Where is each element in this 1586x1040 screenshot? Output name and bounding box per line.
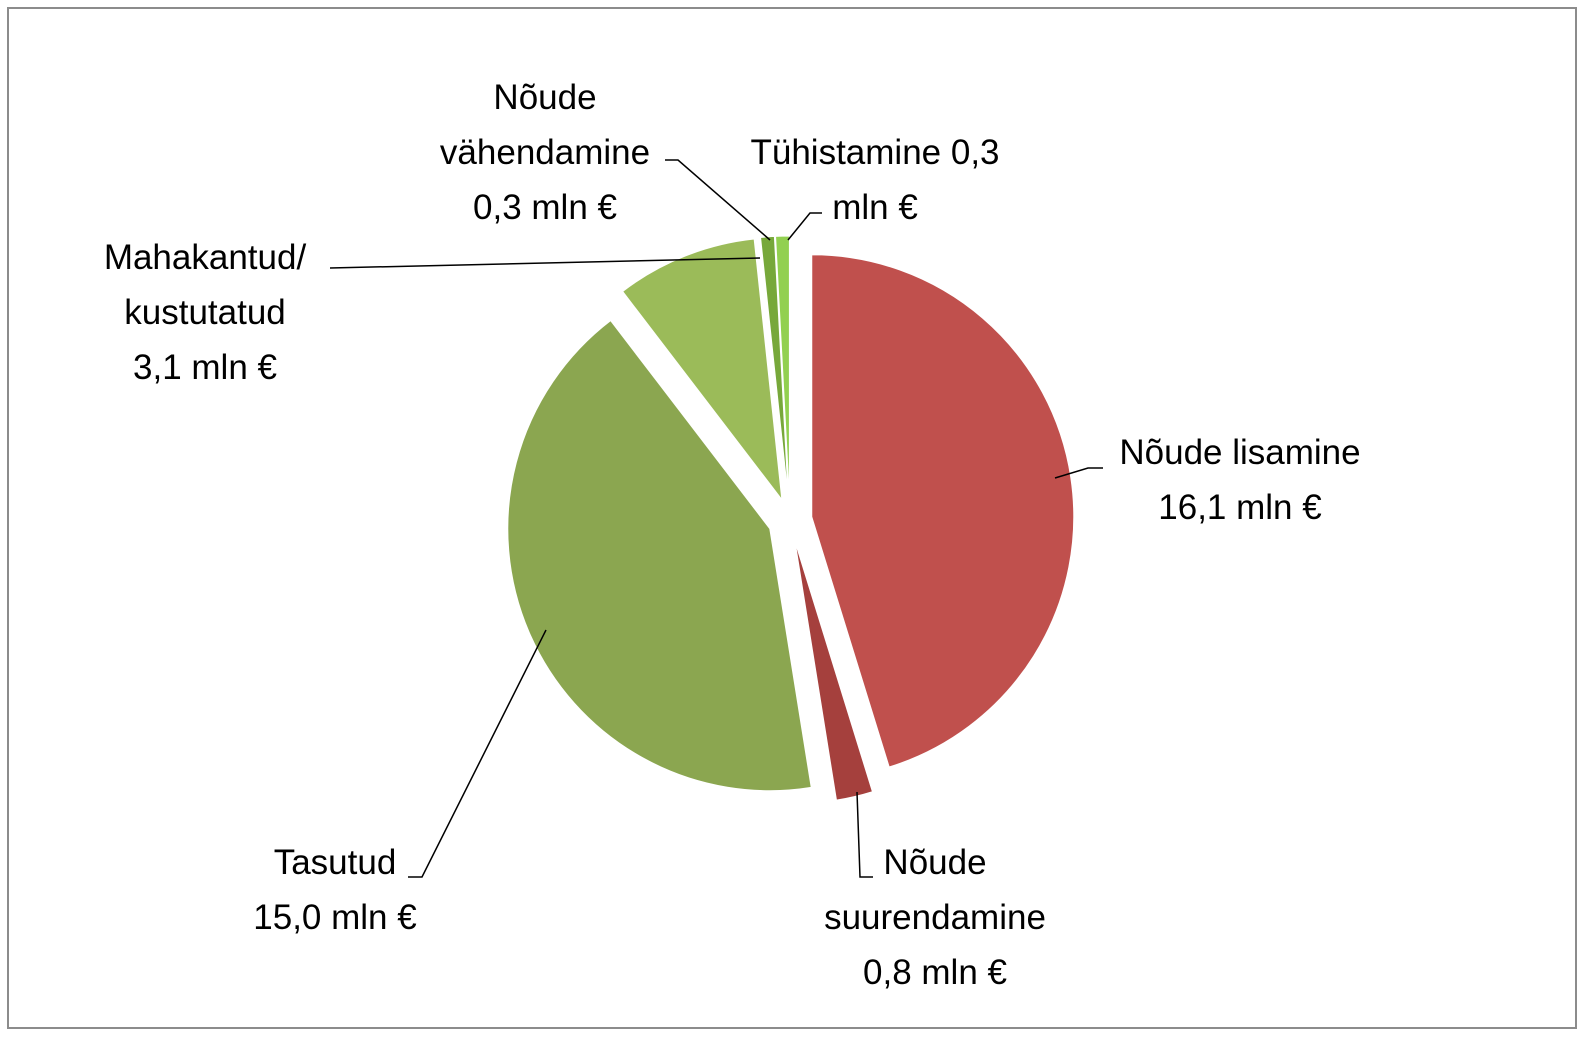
leader-lines	[329, 159, 1103, 878]
pie-slice	[621, 238, 783, 502]
value-label: 0,8 mln €	[863, 953, 1007, 992]
value-label: 15,0 mln €	[253, 898, 417, 937]
pie-slice	[507, 319, 812, 792]
category-label: Mahakantud/ kustutatud	[103, 238, 307, 332]
leader-line	[329, 257, 761, 269]
leader-line	[787, 212, 822, 241]
data-label: Tasutud 15,0 mln €	[230, 835, 440, 945]
pie-slice	[794, 541, 874, 801]
data-label: Nõude lisamine 16,1 mln €	[1090, 425, 1390, 535]
leader-line	[665, 159, 771, 241]
category-label: Nõude lisamine	[1119, 433, 1361, 472]
data-label: Nõude vähendamine 0,3 mln €	[410, 70, 680, 235]
pie-slice	[811, 254, 1075, 768]
value-label: 16,1 mln €	[1158, 488, 1322, 527]
data-label: Nõude suurendamine 0,8 mln €	[790, 835, 1080, 1000]
leader-line	[408, 629, 547, 878]
category-label: Tasutud	[273, 843, 397, 882]
category-label: Nõude vähendamine	[439, 78, 651, 172]
leader-line	[856, 791, 873, 878]
category-label: Nõude suurendamine	[824, 843, 1046, 937]
value-label: 3,1 mln €	[133, 348, 277, 387]
value-label: 0,3 mln €	[473, 188, 617, 227]
chart-frame	[7, 7, 1577, 1029]
pie-slice	[775, 235, 790, 499]
category-label: Tühistamine	[750, 133, 942, 172]
data-label: Tühistamine 0,3 mln €	[720, 125, 1030, 235]
value-label: 0,3 mln €	[832, 133, 1000, 227]
data-label: Mahakantud/ kustutatud 3,1 mln €	[60, 230, 350, 395]
leader-line	[1054, 467, 1103, 479]
